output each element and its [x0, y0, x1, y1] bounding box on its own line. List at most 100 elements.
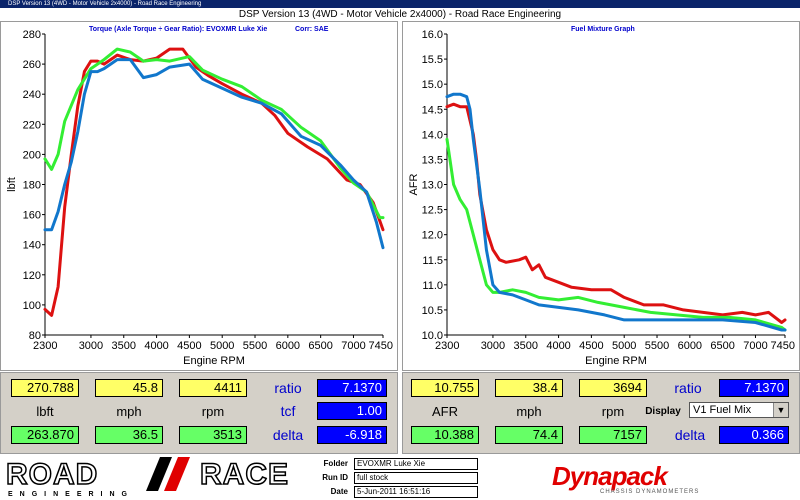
- torque-x-tick-label: 5000: [210, 340, 234, 352]
- display-select[interactable]: V1 Fuel Mix ▼: [689, 402, 789, 418]
- afr-x-tick-label: 6500: [710, 340, 734, 352]
- afr-x-tick-label: 7000: [743, 340, 767, 352]
- torque-x-tick-label: 4500: [177, 340, 201, 352]
- afr-y-tick-label: 14.0: [422, 129, 443, 141]
- runid-field[interactable]: full stock: [354, 472, 478, 484]
- top-value-mph: 38.4: [495, 379, 563, 397]
- bottom-value-mph: 74.4: [495, 426, 563, 444]
- chevron-down-icon[interactable]: ▼: [773, 403, 788, 417]
- torque-x-axis-label: Engine RPM: [183, 355, 245, 367]
- afr-x-axis-label: Engine RPM: [585, 355, 647, 367]
- afr-y-tick-label: 15.0: [422, 79, 443, 91]
- afr-chart[interactable]: Fuel Mixture Graph 10.0 10.5 11.0 11.5 12.0 12…: [403, 22, 799, 370]
- torque-chart-subtitle: Corr: SAE: [295, 26, 329, 33]
- torque-series-blue-line: [43, 58, 385, 250]
- delta-value: 0.366: [719, 426, 789, 444]
- torque-graph-panel[interactable]: Torque (Axle Torque ÷ Gear Ratio): EVOXM…: [0, 21, 398, 371]
- ratio-label: ratio: [674, 380, 702, 396]
- torque-y-tick-label: 80: [29, 330, 41, 342]
- torque-readouts: 270.788 45.8 4411 lbft mph rpm 263.870 3…: [0, 372, 398, 454]
- display-label: Display: [645, 406, 681, 417]
- delta-label: delta: [674, 427, 706, 443]
- torque-series-green-line: [43, 47, 385, 220]
- ratio-label: ratio: [274, 380, 302, 396]
- dynapack-subtitle: CHASSIS DYNAMOMETERS: [600, 489, 700, 495]
- afr-y-tick-label: 13.5: [422, 154, 443, 166]
- folder-label: Folder: [323, 459, 348, 468]
- torque-x-tick-label: 3000: [79, 340, 103, 352]
- window-titlebar[interactable]: DSP Version 13 (4WD - Motor Vehicle 2x40…: [0, 0, 800, 8]
- torque-y-tick-label: 100: [23, 300, 41, 312]
- torque-y-tick-label: 200: [23, 149, 41, 161]
- afr-x-tick-label: 4000: [546, 340, 570, 352]
- logo-road-text: ROAD: [5, 458, 99, 492]
- afr-y-tick-label: 10.0: [422, 330, 443, 342]
- label-mph: mph: [116, 404, 142, 419]
- bottom-value-rpm: 7157: [579, 426, 647, 444]
- afr-y-tick-label: 12.5: [422, 205, 443, 217]
- torque-x-tick-label: 7000: [341, 340, 365, 352]
- top-value-lbft: 270.788: [11, 379, 79, 397]
- afr-y-tick-label: 10.5: [422, 305, 443, 317]
- date-label: Date: [330, 487, 348, 496]
- afr-y-tick-label: 11.5: [422, 255, 443, 267]
- torque-y-tick-label: 240: [23, 89, 41, 101]
- afr-readouts: 10.755 38.4 3694 AFR mph rpm 10.388 74.4…: [402, 372, 800, 454]
- top-value-rpm: 4411: [179, 379, 247, 397]
- afr-y-tick-label: 14.5: [422, 104, 443, 116]
- ratio-value: 7.1370: [719, 379, 789, 397]
- bottom-value-lbft: 263.870: [11, 426, 79, 444]
- torque-x-tick-label: 7450: [369, 340, 393, 352]
- torque-y-tick-label: 140: [23, 240, 41, 252]
- torque-series-red-line: [43, 47, 385, 317]
- torque-y-tick-label: 180: [23, 180, 41, 192]
- label-lbft: lbft: [36, 404, 54, 419]
- tcf-value: 1.00: [317, 402, 387, 420]
- bottom-value-mph: 36.5: [95, 426, 163, 444]
- torque-x-tick-label: 4000: [144, 340, 168, 352]
- afr-x-tick-label: 3000: [481, 340, 505, 352]
- fuel-mixture-graph-panel[interactable]: Fuel Mixture Graph 10.0 10.5 11.0 11.5 12.0 12…: [402, 21, 800, 371]
- label-afr: AFR: [432, 404, 458, 419]
- app-title: DSP Version 13 (4WD - Motor Vehicle 2x40…: [238, 9, 562, 20]
- torque-x-tick-label: 6000: [276, 340, 300, 352]
- label-rpm: rpm: [601, 404, 625, 419]
- afr-x-tick-label: 7450: [771, 340, 795, 352]
- torque-y-tick-label: 220: [23, 119, 41, 131]
- dynapack-logo: Dynapack: [552, 461, 668, 491]
- afr-series-blue-line: [445, 92, 787, 332]
- label-mph: mph: [516, 404, 542, 419]
- runid-label: Run ID: [322, 473, 348, 482]
- tcf-label: tcf: [280, 403, 296, 419]
- afr-chart-title: Fuel Mixture Graph: [571, 26, 635, 33]
- afr-y-tick-label: 15.5: [422, 54, 443, 66]
- logo-slash-icon: [146, 457, 190, 491]
- torque-y-tick-label: 260: [23, 59, 41, 71]
- footer: ROAD RACE ENGINEERING Folder EVOXMR Luke…: [0, 455, 800, 500]
- afr-x-tick-label: 2300: [435, 340, 459, 352]
- delta-value: -6.918: [317, 426, 387, 444]
- torque-y-axis-label: lbft: [6, 177, 18, 192]
- date-field[interactable]: 5-Jun-2011 16:51:16: [354, 486, 478, 498]
- afr-x-tick-label: 3500: [514, 340, 538, 352]
- folder-field[interactable]: EVOXMR Luke Xie: [354, 458, 478, 470]
- afr-x-tick-label: 6000: [678, 340, 702, 352]
- afr-y-tick-label: 11.0: [422, 280, 443, 292]
- ratio-value: 7.1370: [317, 379, 387, 397]
- afr-series-green-line: [445, 137, 787, 332]
- logo-subtitle: ENGINEERING: [8, 491, 135, 498]
- torque-y-tick-label: 120: [23, 270, 41, 282]
- bottom-value-afr: 10.388: [411, 426, 479, 444]
- label-rpm: rpm: [201, 404, 225, 419]
- delta-label: delta: [272, 427, 304, 443]
- torque-y-tick-label: 280: [23, 29, 41, 41]
- afr-y-tick-label: 16.0: [422, 29, 443, 41]
- torque-x-tick-label: 2300: [33, 340, 57, 352]
- torque-chart-title: Torque (Axle Torque ÷ Gear Ratio): EVOXM…: [89, 26, 267, 33]
- logo-race-text: RACE: [199, 458, 290, 492]
- afr-x-tick-label: 4500: [579, 340, 603, 352]
- top-value-afr: 10.755: [411, 379, 479, 397]
- torque-chart[interactable]: Torque (Axle Torque ÷ Gear Ratio): EVOXM…: [1, 22, 397, 370]
- bottom-value-rpm: 3513: [179, 426, 247, 444]
- afr-x-tick-label: 5500: [645, 340, 669, 352]
